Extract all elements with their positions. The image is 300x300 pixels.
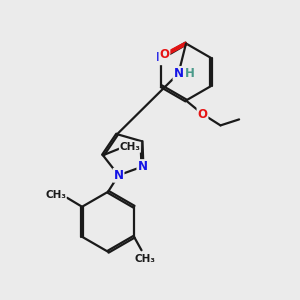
Text: O: O <box>197 107 208 121</box>
Text: N: N <box>173 67 184 80</box>
Text: N: N <box>137 160 147 173</box>
Text: N: N <box>156 51 166 64</box>
Text: CH₃: CH₃ <box>45 190 66 200</box>
Text: H: H <box>185 67 195 80</box>
Text: CH₃: CH₃ <box>119 142 140 152</box>
Text: CH₃: CH₃ <box>134 254 155 264</box>
Text: O: O <box>159 48 170 62</box>
Text: N: N <box>113 169 124 182</box>
